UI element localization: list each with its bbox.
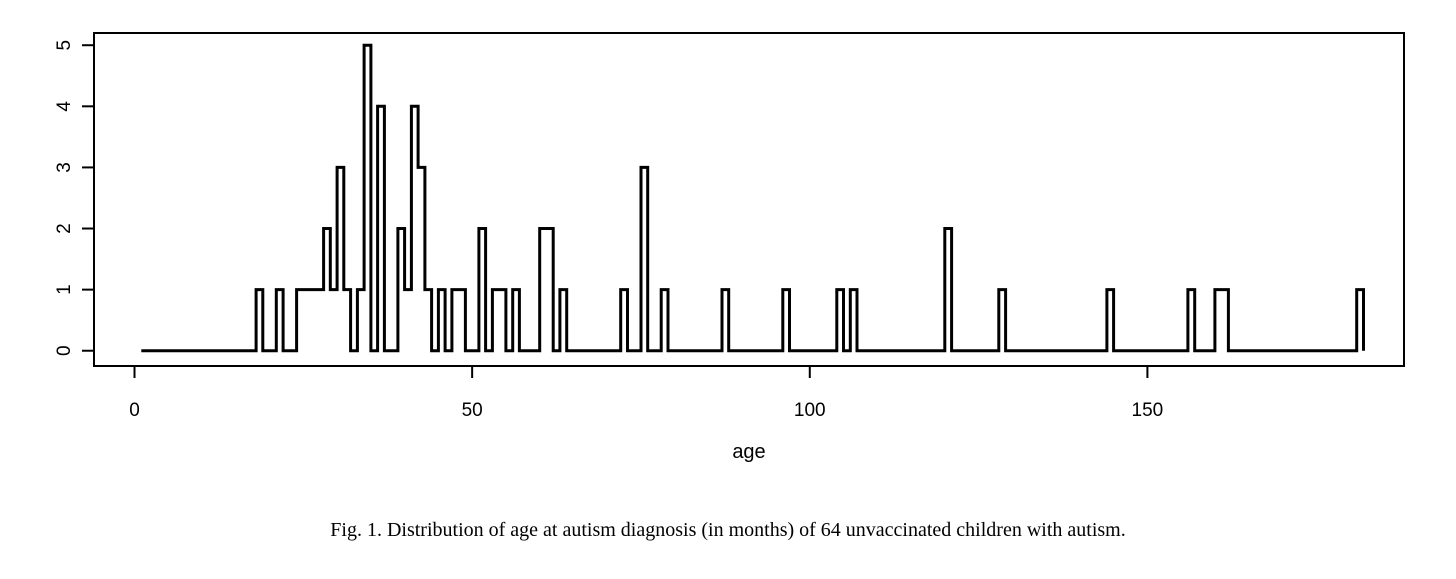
- y-tick-label: 5: [54, 40, 75, 51]
- x-tick-label: 50: [462, 400, 483, 421]
- x-axis: 0 50 100 150: [129, 366, 1163, 421]
- x-axis-title: age: [732, 441, 765, 463]
- y-tick-label: 1: [54, 284, 75, 295]
- y-tick-label: 0: [54, 345, 75, 356]
- series-step-line: [141, 43, 1365, 353]
- y-axis: 0 1 2 3 4 5: [54, 40, 94, 356]
- x-tick-label: 100: [794, 400, 826, 421]
- x-tick-label: 150: [1132, 400, 1164, 421]
- age-distribution-chart: 0 50 100 150 0 1 2 3 4 5 age: [54, 32, 1405, 463]
- y-tick-label: 3: [54, 162, 75, 173]
- y-tick-label: 2: [54, 223, 75, 234]
- plot-frame: [93, 32, 1405, 367]
- figure-caption: Fig. 1. Distribution of age at autism di…: [330, 519, 1126, 541]
- x-tick-label: 0: [129, 400, 140, 421]
- y-tick-label: 4: [54, 101, 75, 112]
